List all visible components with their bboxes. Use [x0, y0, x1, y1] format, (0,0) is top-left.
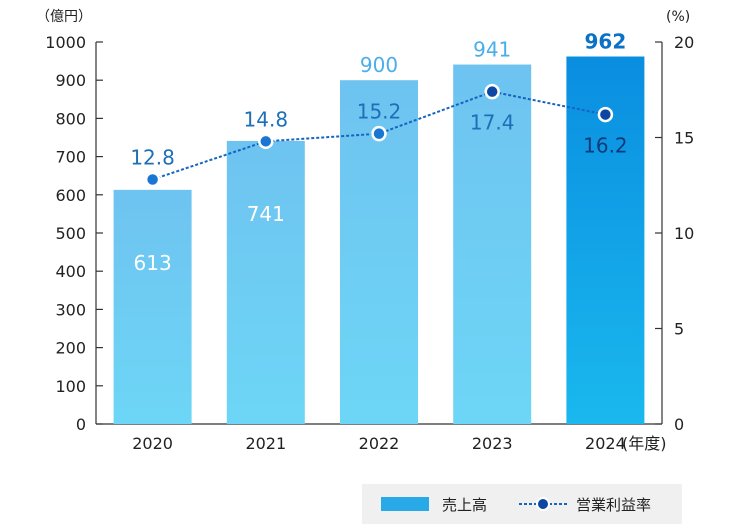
x-tick-label: 2020 [132, 434, 173, 453]
rate-marker [258, 133, 274, 150]
left-tick-label: 600 [55, 186, 86, 205]
right-tick-label: 15 [674, 129, 694, 148]
legend-bar-swatch [381, 497, 429, 511]
left-tick-label: 200 [55, 339, 86, 358]
left-axis-ticks: 0 100 200 300 400 500 600 700 800 900 1000 [45, 33, 103, 434]
right-axis-unit: (%) [666, 9, 690, 25]
bar-value-label: 962 [585, 30, 627, 54]
left-tick-label: 900 [55, 71, 86, 90]
rate-value-label: 15.2 [357, 100, 402, 124]
left-tick-label: 300 [55, 300, 86, 319]
left-tick-label: 500 [55, 224, 86, 243]
x-tick-label: 2021 [245, 434, 286, 453]
rate-marker [484, 83, 500, 100]
bar-value-label: 741 [247, 202, 285, 226]
bar-2023 [453, 64, 532, 425]
left-tick-label: 800 [55, 109, 86, 128]
rate-marker [597, 106, 614, 123]
right-tick-label: 5 [674, 320, 684, 339]
left-tick-label: 1000 [45, 33, 86, 52]
bar-value-label: 941 [473, 38, 511, 62]
legend-bar-label: 売上高 [442, 496, 487, 514]
legend-line-label: 営業利益率 [576, 496, 651, 514]
x-axis-unit: (年度) [622, 434, 667, 453]
right-tick-label: 10 [674, 224, 694, 243]
right-axis-ticks: 0 5 10 15 20 [655, 33, 694, 434]
x-axis-labels: 2020 2021 2022 2023 2024 [132, 434, 626, 453]
x-tick-label: 2022 [359, 434, 400, 453]
left-tick-label: 700 [55, 148, 86, 167]
bar-2021 [226, 140, 305, 425]
left-axis-unit: （億円） [36, 9, 92, 25]
right-tick-label: 0 [674, 415, 684, 434]
rate-value-label: 12.8 [130, 146, 175, 170]
left-tick-label: 100 [55, 377, 86, 396]
bar-value-label: 613 [134, 251, 172, 275]
left-tick-label: 0 [76, 415, 86, 434]
rate-value-label: 14.8 [244, 107, 289, 131]
rate-marker [371, 125, 387, 142]
x-tick-label: 2023 [472, 434, 513, 453]
legend: 売上高 営業利益率 [362, 484, 682, 524]
bar-value-label: 900 [360, 53, 398, 77]
rate-marker [144, 171, 161, 188]
bar-value-labels: 613 741 900 941 962 [134, 30, 627, 275]
x-tick-label: 2024 [585, 434, 626, 453]
right-tick-label: 20 [674, 33, 694, 52]
rate-line-group: 12.8 14.8 15.2 17.4 16.2 [130, 83, 628, 188]
rate-value-label: 17.4 [470, 111, 515, 135]
left-tick-label: 400 [55, 262, 86, 281]
bar-2020 [113, 189, 192, 424]
legend-line-marker [536, 497, 550, 511]
rate-value-label: 16.2 [583, 134, 628, 158]
